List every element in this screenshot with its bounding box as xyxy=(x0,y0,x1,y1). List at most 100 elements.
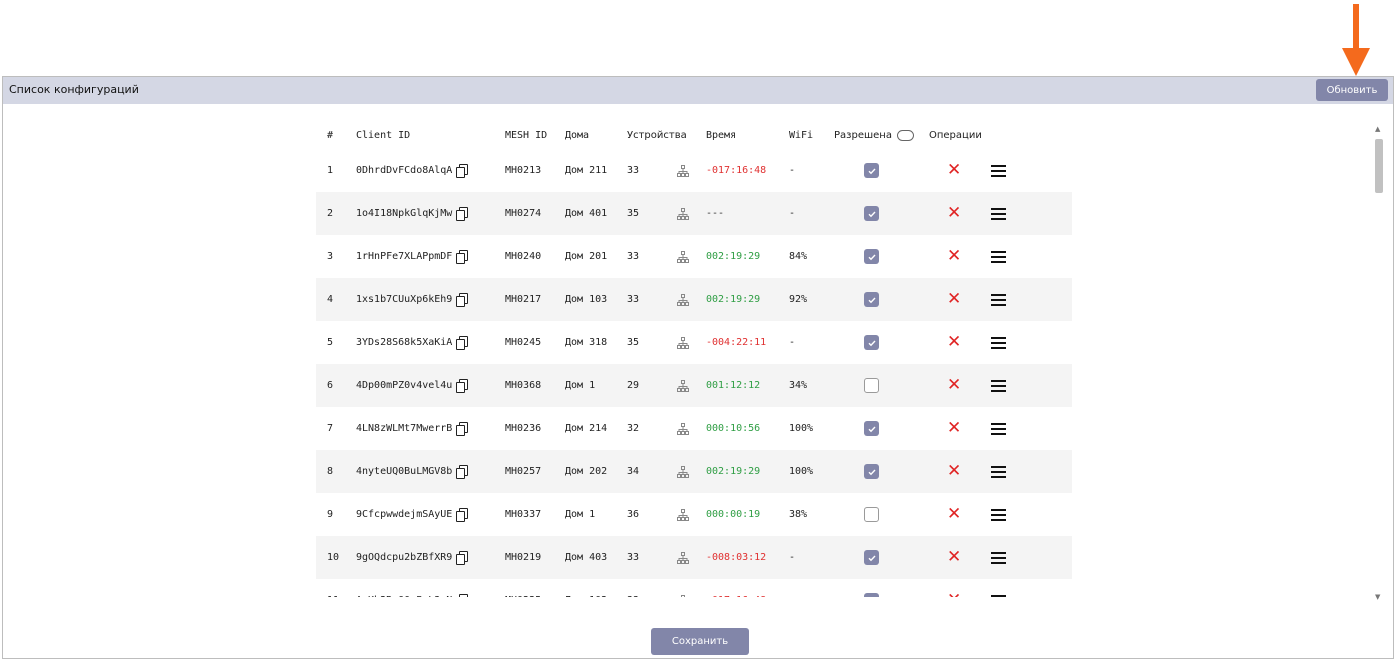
delete-icon[interactable]: ✕ xyxy=(947,375,962,395)
table-scrollbar[interactable]: ▲ ▼ xyxy=(1373,125,1385,601)
table-row: 1 0DhrdDvFCdo8AlqA MH0213 Дом 211 33 -017:16:… xyxy=(316,149,1072,192)
delete-icon[interactable]: ✕ xyxy=(947,289,962,309)
devices-count: 36 xyxy=(627,509,640,520)
copy-icon[interactable] xyxy=(456,335,469,350)
menu-icon[interactable] xyxy=(991,422,1006,435)
allowed-checkbox[interactable] xyxy=(864,464,879,479)
house-cell: Дом 201 xyxy=(565,251,608,262)
table-row: 9 9CfcpwwdejmSAyUE MH0337 Дом 1 36 000:00:19 3… xyxy=(316,493,1072,536)
house-cell: Дом 403 xyxy=(565,552,608,563)
menu-cell xyxy=(991,579,1006,597)
delete-icon[interactable]: ✕ xyxy=(947,461,962,481)
time-cell: -004:22:11 xyxy=(706,337,767,348)
house-cell: Дом 102 xyxy=(565,579,607,597)
menu-icon[interactable] xyxy=(991,293,1006,306)
delete-cell: ✕ xyxy=(947,321,961,364)
allowed-checkbox[interactable] xyxy=(864,378,879,393)
menu-icon[interactable] xyxy=(991,594,1006,598)
save-button[interactable]: Сохранить xyxy=(651,628,749,655)
allowed-checkbox[interactable] xyxy=(864,206,879,221)
network-icon[interactable] xyxy=(677,235,689,278)
allowed-checkbox[interactable] xyxy=(864,550,879,565)
client-id-text: 1xs1b7CUuXp6kEh9 xyxy=(356,294,453,305)
menu-icon[interactable] xyxy=(991,508,1006,521)
wifi-cell: 92% xyxy=(789,294,808,305)
allowed-checkbox[interactable] xyxy=(864,292,879,307)
copy-icon[interactable] xyxy=(456,550,469,565)
allowed-checkbox[interactable] xyxy=(864,163,879,178)
refresh-button[interactable]: Обновить xyxy=(1316,79,1388,101)
delete-icon[interactable]: ✕ xyxy=(947,203,962,223)
menu-icon[interactable] xyxy=(991,336,1006,349)
copy-icon[interactable] xyxy=(456,292,469,307)
delete-cell: ✕ xyxy=(947,278,961,321)
network-icon[interactable] xyxy=(677,321,689,364)
devices-count: 35 xyxy=(627,208,640,219)
network-icon[interactable] xyxy=(677,493,689,536)
devices-cell: 33 xyxy=(627,536,639,579)
row-num: 8 xyxy=(327,466,334,477)
network-icon[interactable] xyxy=(677,364,689,407)
delete-icon[interactable]: ✕ xyxy=(947,592,961,598)
network-icon[interactable] xyxy=(677,149,689,192)
table-header: # Client ID MESH ID Дома Устройства Врем… xyxy=(316,121,1072,149)
copy-icon[interactable] xyxy=(456,206,469,221)
menu-icon[interactable] xyxy=(991,207,1006,220)
row-num: 2 xyxy=(327,208,334,219)
scroll-up-icon[interactable]: ▲ xyxy=(1375,125,1381,133)
delete-icon[interactable]: ✕ xyxy=(947,246,962,266)
network-icon[interactable] xyxy=(677,192,689,235)
allowed-cell xyxy=(864,493,879,536)
menu-icon[interactable] xyxy=(991,551,1006,564)
network-icon[interactable] xyxy=(677,579,689,597)
row-num: 6 xyxy=(327,380,334,391)
allowed-cell xyxy=(864,278,879,321)
mesh-id-cell: MH0236 xyxy=(505,423,542,434)
menu-icon[interactable] xyxy=(991,250,1006,263)
copy-icon[interactable] xyxy=(456,249,469,264)
copy-icon[interactable] xyxy=(456,163,469,178)
time-cell: 000:10:56 xyxy=(706,423,761,434)
copy-icon[interactable] xyxy=(456,464,469,479)
network-icon[interactable] xyxy=(677,407,689,450)
wifi-cell: - xyxy=(789,165,796,176)
client-id-text: AaKh2RrQ0vPzL3mN xyxy=(356,595,452,597)
scroll-down-icon[interactable]: ▼ xyxy=(1375,593,1381,601)
menu-icon[interactable] xyxy=(991,164,1006,177)
devices-cell: 36 xyxy=(627,493,639,536)
wifi-cell: - xyxy=(789,208,796,219)
client-id-cell: 1xs1b7CUuXp6kEh9 xyxy=(356,278,469,321)
network-icon[interactable] xyxy=(677,278,689,321)
col-house: Дома xyxy=(565,129,590,141)
delete-icon[interactable]: ✕ xyxy=(947,504,962,524)
menu-icon[interactable] xyxy=(991,465,1006,478)
delete-icon[interactable]: ✕ xyxy=(947,332,962,352)
allowed-checkbox[interactable] xyxy=(864,421,879,436)
allowed-cell xyxy=(864,450,879,493)
time-cell: -008:03:12 xyxy=(706,552,767,563)
allowed-checkbox[interactable] xyxy=(864,335,879,350)
scroll-thumb[interactable] xyxy=(1375,139,1383,193)
delete-icon[interactable]: ✕ xyxy=(947,160,962,180)
delete-icon[interactable]: ✕ xyxy=(947,418,962,438)
devices-cell: 32 xyxy=(627,407,639,450)
delete-cell: ✕ xyxy=(947,407,961,450)
allowed-all-toggle[interactable] xyxy=(896,129,914,141)
copy-icon[interactable] xyxy=(456,378,469,393)
network-icon[interactable] xyxy=(677,536,689,579)
devices-count: 32 xyxy=(627,423,640,434)
client-id-text: 9gOQdcpu2bZBfXR9 xyxy=(356,552,453,563)
allowed-checkbox[interactable] xyxy=(864,507,879,522)
allowed-checkbox[interactable] xyxy=(864,249,879,264)
copy-icon[interactable] xyxy=(456,507,469,522)
menu-icon[interactable] xyxy=(991,379,1006,392)
house-cell: Дом 1 xyxy=(565,380,596,391)
menu-cell xyxy=(991,278,1006,321)
network-icon[interactable] xyxy=(677,450,689,493)
col-num: # xyxy=(327,129,334,141)
row-num: 9 xyxy=(327,509,334,520)
copy-icon[interactable] xyxy=(456,593,469,597)
allowed-checkbox[interactable] xyxy=(864,593,879,597)
copy-icon[interactable] xyxy=(456,421,469,436)
delete-icon[interactable]: ✕ xyxy=(947,547,962,567)
